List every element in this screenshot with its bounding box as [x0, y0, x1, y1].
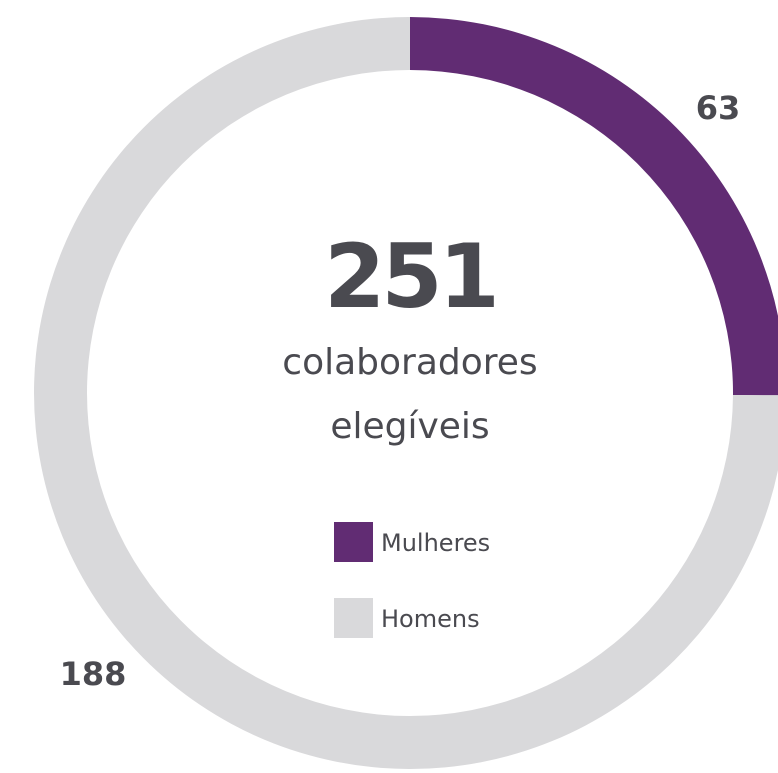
- legend-swatch: [334, 522, 373, 562]
- legend-label: Mulheres: [381, 529, 490, 557]
- center-total: 251: [324, 225, 496, 328]
- legend-swatch: [334, 598, 373, 638]
- center-text: elegíveis: [330, 406, 489, 447]
- segment: [410, 17, 778, 396]
- legend-label: Homens: [381, 605, 480, 633]
- data-label: 188: [60, 655, 127, 693]
- segments: [34, 17, 778, 769]
- center-text: colaboradores: [282, 342, 537, 383]
- data-label: 63: [696, 89, 741, 127]
